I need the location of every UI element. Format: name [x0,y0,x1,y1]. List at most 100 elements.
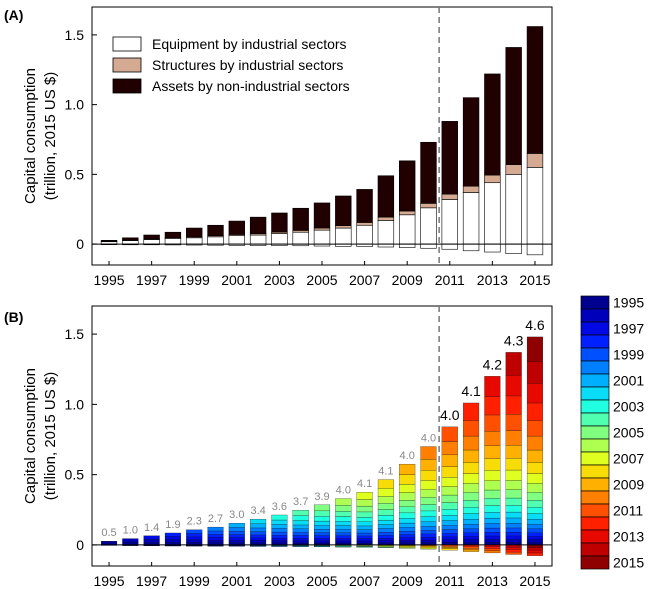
vintage-negative-segment-2015 [526,550,543,554]
vintage-segment-2015-2010 [526,435,543,451]
bar-segment-equipment-2005 [313,229,331,245]
panel-b-label: (B) [4,309,23,325]
vintage-segment-2007-2006 [356,499,373,507]
x-tick-label: 2013 [477,272,508,288]
y-tick-label: 1.0 [65,97,85,113]
bar-segment-structures-2014 [505,164,522,175]
vintage-segment-2014-2006 [505,480,522,490]
bar-total-label-2001: 3.0 [229,509,244,521]
vintage-segment-2004-2004 [292,510,309,516]
vintage-segment-2014-2010 [505,430,522,446]
vintage-segment-2005-2001 [313,525,331,530]
vintage-segment-2008-2006 [377,496,394,504]
bar-segment-structures-2010 [420,203,437,209]
bar-segment-non-industrial-2008 [377,175,395,218]
panel-a-label: (A) [4,7,23,23]
vintage-swatch-2005 [580,425,610,440]
vintage-segment-2007-2007 [356,492,373,500]
vintage-legend-label-2001: 2001 [613,373,644,389]
bar-total-label-1996: 1.0 [123,525,138,537]
vintage-segment-2009-2007 [399,484,416,493]
vintage-segment-2006-2005 [335,505,352,512]
vintage-segment-2008-2007 [377,488,394,497]
vintage-segment-2014-2007 [505,469,522,481]
bar-total-label-1998: 1.9 [165,519,180,531]
vintage-segment-2006-2004 [335,511,352,517]
vintage-swatch-2006 [580,438,610,453]
bar-segment-equipment-2002 [249,234,267,245]
bar-total-label-1995: 0.5 [101,527,116,539]
vintage-segment-1998-1996 [164,539,181,543]
vintage-segment-2001-1997 [228,537,245,541]
bar-total-label-2009: 4.0 [400,450,415,462]
vintage-segment-1999-1999 [186,529,203,534]
vintage-segment-2015-2011 [526,420,543,437]
bar-segment-equipment-2001 [228,235,245,245]
vintage-swatch-2010 [580,490,610,505]
vintage-negative-segment-1997 [143,545,160,547]
bar-total-label-2006: 4.0 [336,485,351,497]
panel-a-x-ticks: 1995 1997 1999 2001 2003 2005 2007 2009 2011 2013… [93,261,551,288]
vintage-negative-segment-2014 [505,549,522,553]
panel-a-legend: Equipment by industrial sectors Structur… [112,36,350,94]
bar-segment-equipment-2009 [399,214,416,245]
vintage-negative-segment-2012 [463,546,480,549]
legend-swatch-equipment [112,36,142,52]
vintage-segment-2008-2008 [377,479,394,489]
bar-segment-equipment-1996 [122,240,139,245]
vintage-segment-2009-1998 [399,534,416,538]
bar-segment-structures-2008 [377,216,395,221]
x-tick-label: 2011 [435,573,465,589]
vintage-negative-segment-2010 [420,547,437,550]
vintage-segment-2012-2002 [463,513,480,520]
vintage-segment-2006-1998 [335,535,352,539]
bar-segment-non-industrial-2001 [228,220,245,235]
vintage-segment-2009-2004 [399,506,416,514]
x-tick-label: 2001 [221,272,252,288]
vintage-segment-2011-2000 [441,525,458,530]
vintage-segment-2004-2003 [292,515,309,521]
legend-label-equipment: Equipment by industrial sectors [152,36,347,52]
bar-segment-non-industrial-2015 [526,26,544,154]
vintage-segment-1998-1997 [164,536,181,540]
vintage-legend-label-2013: 2013 [613,529,644,545]
bar-segment-equipment-2008 [377,220,395,245]
bar-segment-structures-2007 [356,222,373,226]
vintage-segment-2012-2008 [463,462,480,474]
vintage-segment-2010-2004 [420,504,437,512]
vintage-segment-2014-2003 [505,505,522,513]
bar-total-label-2008: 4.1 [378,466,393,478]
vintage-negative-segment-2006 [335,546,352,548]
vintage-negative-segment-2011 [441,547,458,549]
bar-segment-non-industrial-2014 [505,47,522,165]
vintage-segment-2015-2009 [526,449,543,463]
vintage-segment-2007-1996 [356,540,373,544]
vintage-color-legend: 1995 1997 1999 2001 2003 2005 2007 2009 2011 2013… [580,295,644,571]
vintage-segment-2014-1998 [505,532,522,537]
vintage-negative-segment-2013 [484,550,501,554]
vintage-segment-2013-1996 [484,539,501,543]
vintage-segment-2012-1999 [463,528,480,533]
vintage-swatch-2004 [580,412,610,427]
vintage-legend-label-2011: 2011 [613,503,643,519]
vintage-segment-2014-2012 [505,395,522,415]
bar-segment-equipment-2007 [356,224,373,245]
bar-segment-equipment-2013 [484,182,501,245]
bar-segment-non-industrial-1998 [164,231,182,238]
bar-segment-non-industrial-2010 [420,141,437,204]
vintage-swatch-2012 [580,516,610,531]
vintage-segment-2015-1998 [526,532,543,537]
vintage-negative-segment-2009 [399,547,416,549]
vintage-segment-1996-1996 [122,538,139,543]
vintage-negative-segment-2008 [377,547,394,548]
vintage-segment-2012-2004 [463,500,480,508]
bar-segment-structures-2015 [526,153,544,168]
vintage-segment-2001-1996 [228,540,245,543]
vintage-segment-2014-2009 [505,445,522,459]
x-tick-label: 1995 [93,573,124,589]
vintage-segment-2012-2006 [463,483,480,493]
vintage-segment-2003-2000 [271,528,288,533]
y-tick-label: 1.5 [65,326,85,342]
vintage-swatch-2009 [580,477,610,492]
